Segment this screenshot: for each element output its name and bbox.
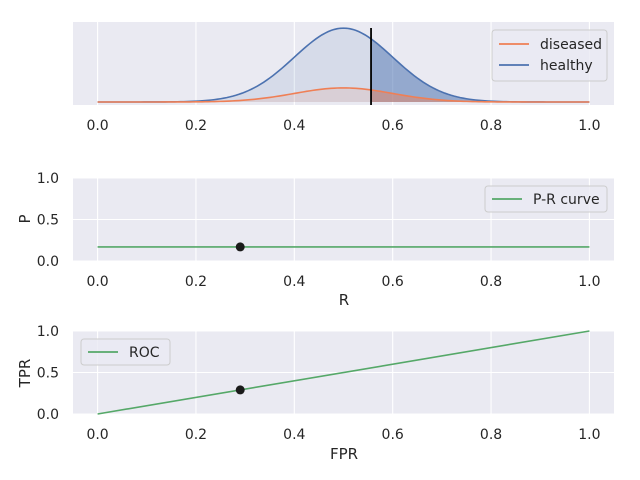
roc-y-axis-label: TPR <box>16 359 34 389</box>
diseased-fill-left <box>97 87 372 102</box>
roc-legend: ROC <box>80 338 171 366</box>
roc-y-ticks: 0.0 0.5 1.0 <box>37 324 59 423</box>
x-tick-label: 0.8 <box>480 118 502 134</box>
x-tick-label: 0.0 <box>86 118 108 134</box>
healthy-fill-right <box>371 38 590 102</box>
legend-healthy-label: healthy <box>540 58 593 74</box>
x-tick-label: 0.2 <box>185 118 207 134</box>
y-tick-label: 0.5 <box>37 366 59 382</box>
pr-legend: P-R curve <box>484 185 608 213</box>
roc-x-axis-label: FPR <box>330 445 358 463</box>
pr-x-axis-label: R <box>339 291 349 309</box>
x-tick-label: 0.4 <box>283 274 305 290</box>
roc-point-marker[interactable] <box>235 385 245 395</box>
roc-curve-line <box>97 330 590 415</box>
distribution-legend: diseased healthy <box>491 29 608 82</box>
y-tick-label: 0.0 <box>37 254 59 270</box>
x-tick-label: 1.0 <box>578 118 600 134</box>
x-tick-label: 1.0 <box>578 274 600 290</box>
x-tick-label: 0.8 <box>480 274 502 290</box>
pr-y-ticks: 0.0 0.5 1.0 <box>37 171 59 270</box>
x-tick-label: 1.0 <box>578 427 600 443</box>
diseased-line <box>97 87 590 103</box>
x-tick-label: 0.6 <box>382 118 404 134</box>
legend-roc-label: ROC <box>129 345 160 361</box>
x-tick-label: 0.0 <box>86 274 108 290</box>
pr-grid <box>73 177 614 262</box>
x-tick-label: 0.0 <box>86 427 108 443</box>
x-tick-label: 0.6 <box>382 427 404 443</box>
pr-panel: 0.0 0.2 0.4 0.6 0.8 1.0 0.0 0.5 1.0 R P P-R cur… <box>16 171 614 309</box>
y-tick-label: 1.0 <box>37 171 59 187</box>
roc-panel: 0.0 0.2 0.4 0.6 0.8 1.0 0.0 0.5 1.0 FPR TPR ROC <box>16 324 614 463</box>
y-tick-label: 1.0 <box>37 324 59 340</box>
pr-legend-box <box>484 185 608 213</box>
distribution-panel: 0.0 0.2 0.4 0.6 0.8 1.0 diseased healthy <box>73 22 614 134</box>
healthy-fill-left <box>97 28 372 103</box>
pr-point-marker[interactable] <box>235 242 245 252</box>
roc-x-ticks: 0.0 0.2 0.4 0.6 0.8 1.0 <box>86 427 600 443</box>
distribution-legend-box <box>491 29 608 82</box>
x-tick-label: 0.4 <box>283 427 305 443</box>
legend-pr-label: P-R curve <box>533 192 600 208</box>
legend-diseased-label: diseased <box>540 37 602 53</box>
pr-x-ticks: 0.0 0.2 0.4 0.6 0.8 1.0 <box>86 274 600 290</box>
x-tick-label: 0.2 <box>185 427 207 443</box>
x-tick-label: 0.4 <box>283 118 305 134</box>
pr-y-axis-label: P <box>16 214 34 223</box>
roc-legend-box <box>80 338 171 366</box>
x-tick-label: 0.8 <box>480 427 502 443</box>
y-tick-label: 0.0 <box>37 407 59 423</box>
x-tick-label: 0.2 <box>185 274 207 290</box>
y-tick-label: 0.5 <box>37 213 59 229</box>
x-tick-label: 0.6 <box>382 274 404 290</box>
distribution-x-ticks: 0.0 0.2 0.4 0.6 0.8 1.0 <box>86 118 600 134</box>
